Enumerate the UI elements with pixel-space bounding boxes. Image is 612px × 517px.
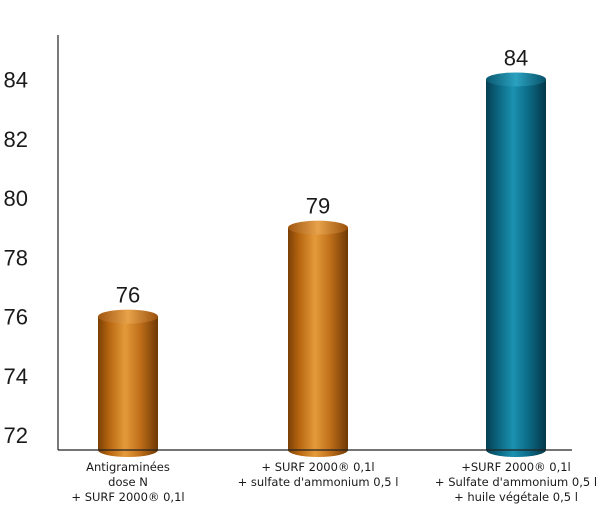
data-label: 84 (504, 45, 528, 70)
category-label-line: + SURF 2000® 0,1l (261, 460, 374, 474)
y-tick-label: 80 (4, 186, 28, 211)
category-label-line: + huile végétale 0,5 l (454, 490, 578, 504)
y-tick-label: 76 (4, 305, 28, 330)
bar-body (288, 227, 348, 457)
bar: 79 (288, 194, 348, 457)
category-label-line: + Sulfate d'ammonium 0,5 l (435, 475, 597, 489)
bar-top-cap (486, 72, 546, 87)
y-tick-label: 74 (4, 364, 28, 389)
category-label-line: +SURF 2000® 0,1l (461, 460, 571, 474)
data-label: 79 (306, 194, 330, 219)
y-tick-label: 82 (4, 127, 28, 152)
bars: 76 79 84 (98, 45, 546, 457)
bar-body (98, 316, 158, 457)
bar-top-cap (98, 309, 158, 324)
bar-body (486, 79, 546, 457)
data-label: 76 (116, 283, 140, 308)
y-axis: 72 74 76 78 80 82 84 (4, 35, 59, 450)
bar-top-cap (288, 220, 348, 235)
bar: 84 (486, 45, 546, 457)
category-label-line: dose N (108, 475, 148, 489)
y-tick-label: 78 (4, 245, 28, 270)
category-label-line: Antigraminées (86, 460, 170, 474)
category-label: + SURF 2000® 0,1l+ sulfate d'ammonium 0,… (238, 460, 399, 489)
bar: 76 (98, 283, 158, 457)
category-label-line: + SURF 2000® 0,1l (71, 490, 184, 504)
category-label: +SURF 2000® 0,1l+ Sulfate d'ammonium 0,5… (435, 460, 597, 504)
y-tick-label: 72 (4, 423, 28, 448)
y-tick-label: 84 (4, 67, 28, 92)
category-label-line: + sulfate d'ammonium 0,5 l (238, 475, 399, 489)
